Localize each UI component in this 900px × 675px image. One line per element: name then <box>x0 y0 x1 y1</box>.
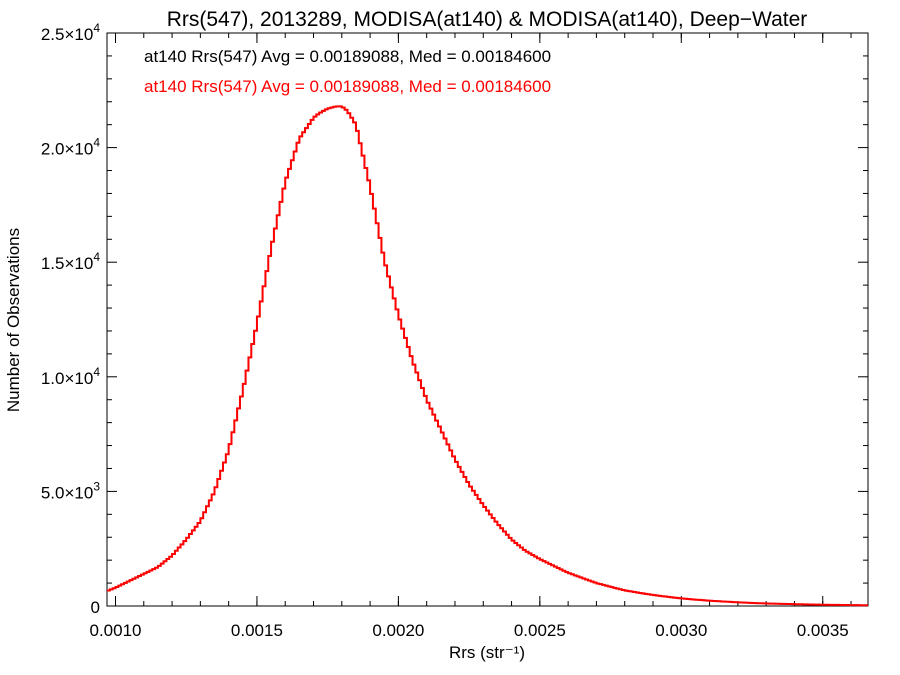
chart-title: Rrs(547), 2013289, MODISA(at140) & MODIS… <box>167 8 808 31</box>
y-tick-label: 0 <box>91 598 100 617</box>
x-tick-label: 0.0035 <box>797 621 849 640</box>
y-tick-label: 2.5×104 <box>41 21 100 44</box>
x-tick-label: 0.0015 <box>231 621 283 640</box>
x-tick-label: 0.0030 <box>655 621 707 640</box>
annotation-red: at140 Rrs(547) Avg = 0.00189088, Med = 0… <box>144 77 551 96</box>
x-tick-label: 0.0020 <box>372 621 424 640</box>
y-tick-label: 5.0×103 <box>41 479 100 502</box>
y-axis-label: Number of Observations <box>4 228 23 412</box>
histogram-series-black <box>107 105 868 607</box>
y-tick-label: 1.5×104 <box>41 250 100 273</box>
annotation-black: at140 Rrs(547) Avg = 0.00189088, Med = 0… <box>144 47 551 66</box>
plot-area: 0.0010 0.0015 0.0020 0.0025 0.0030 0.0035 0 5.0… <box>41 21 869 640</box>
x-tick-label: 0.0025 <box>514 621 566 640</box>
y-tick-label: 2.0×104 <box>41 136 100 159</box>
plot-frame <box>106 32 869 607</box>
x-tick-label: 0.0010 <box>89 621 141 640</box>
histogram-series-red <box>107 105 868 607</box>
y-tick-label: 1.0×104 <box>41 365 100 388</box>
x-axis-label: Rrs (str⁻¹) <box>449 643 525 662</box>
